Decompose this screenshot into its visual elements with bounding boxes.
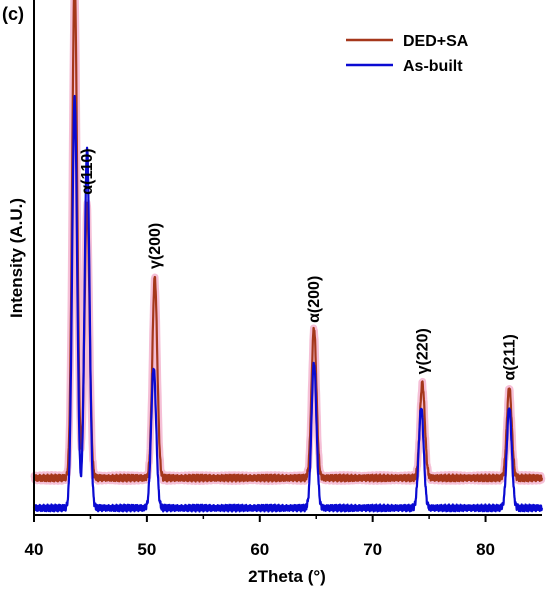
peak-label: γ(220) — [414, 328, 431, 374]
glow-layer — [30, 0, 546, 485]
x-tick-label: 50 — [137, 540, 156, 559]
x-tick-label: 70 — [363, 540, 382, 559]
series-line-as-built — [32, 94, 544, 513]
legend-label: As-built — [403, 58, 463, 75]
series-line-ded-sa — [32, 0, 544, 483]
series-glow-ded-sa — [30, 0, 546, 485]
peak-label: α(110) — [79, 148, 96, 194]
panel-label: (c) — [2, 4, 24, 24]
x-tick-label: 60 — [250, 540, 269, 559]
series-layer — [32, 0, 544, 513]
x-ticks: 40 50 60 70 80 — [25, 515, 495, 559]
x-axis-label: 2Theta (°) — [248, 567, 326, 586]
legend-label: DED+SA — [403, 33, 469, 50]
peak-annotations: γ(111)α(110)γ(200)α(200)γ(220)α(211) — [79, 148, 518, 380]
peak-label: α(200) — [306, 276, 323, 323]
y-axis-label: Intensity (A.U.) — [7, 198, 26, 318]
peak-label: α(211) — [501, 334, 518, 380]
x-tick-label: 40 — [25, 540, 44, 559]
x-tick-label: 80 — [476, 540, 495, 559]
legend: DED+SA As-built — [346, 33, 469, 75]
peak-label: γ(200) — [147, 223, 164, 269]
